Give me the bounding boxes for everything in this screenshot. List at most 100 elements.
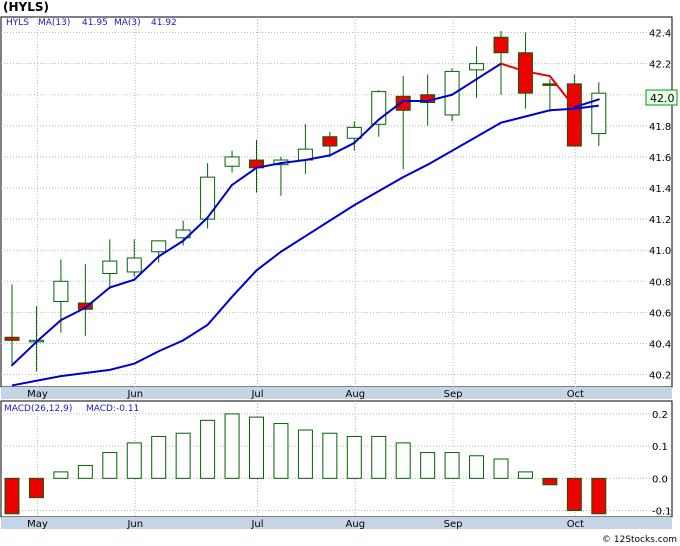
candle-up xyxy=(151,240,167,253)
macd-bar-positive xyxy=(53,471,69,479)
ma3-segment xyxy=(475,62,502,81)
macd-x-tick-label: Aug xyxy=(346,519,366,530)
ma3-segment xyxy=(108,278,136,289)
chart-title: (HYLS) xyxy=(3,0,49,14)
price-marks xyxy=(4,30,607,387)
macd-bar-positive xyxy=(493,458,509,479)
price-x-tick-label: Oct xyxy=(567,389,584,400)
ma3-segment xyxy=(328,141,356,157)
ma3-segment xyxy=(231,166,258,186)
macd-y-tick-label: 0.0 xyxy=(652,474,668,485)
price-date-band xyxy=(1,387,672,399)
macd-bar-positive xyxy=(371,435,387,479)
price-y-tick-label: 42.2 xyxy=(649,60,671,71)
macd-x-tick-label: Jun xyxy=(126,519,143,530)
price-legend-ma13-label: MA(13) xyxy=(38,18,70,28)
macd-bar-positive xyxy=(444,452,460,479)
price-x-tick-label: Jul xyxy=(250,389,263,400)
macd-bar-positive xyxy=(175,432,191,479)
macd-bar-positive xyxy=(297,429,313,479)
macd-bar-positive xyxy=(77,464,93,479)
ma3-segment xyxy=(59,306,87,322)
macd-date-band xyxy=(1,517,672,529)
last-price-tag: 42.0 xyxy=(650,92,675,105)
price-y-tick-label: 41.2 xyxy=(649,215,671,226)
ma3-segment xyxy=(377,99,405,121)
ma3-segment xyxy=(84,286,111,309)
candle-down xyxy=(493,36,509,54)
candle-up xyxy=(591,92,607,135)
macd-bar-positive xyxy=(469,455,485,479)
macd-legend-value: MACD:-0.11 xyxy=(86,404,139,414)
watermark: © 12Stocks.com xyxy=(602,535,677,545)
macd-x-tick-label: Oct xyxy=(567,519,584,530)
price-legend-ma13-value: 41.95 xyxy=(82,18,108,28)
ma3-segment xyxy=(426,93,454,102)
price-x-tick-label: May xyxy=(27,389,48,400)
price-y-tick-label: 40.2 xyxy=(649,371,671,382)
macd-y-tick-label: 0.2 xyxy=(652,410,668,421)
ma3-segment xyxy=(11,340,38,367)
macd-bar-positive xyxy=(346,435,362,479)
macd-bar-positive xyxy=(151,435,167,479)
macd-x-tick-label: Sep xyxy=(444,519,463,530)
ma13-line xyxy=(11,104,599,387)
ma3-segment xyxy=(548,75,576,109)
ma3-segment xyxy=(500,62,527,73)
candle-down xyxy=(322,136,338,147)
macd-bar-positive xyxy=(517,471,533,479)
ma3-segment xyxy=(157,239,185,258)
candle-up xyxy=(224,156,240,167)
price-y-tick-label: 40.4 xyxy=(649,339,671,350)
ma3-segment xyxy=(182,216,209,242)
macd-legend-label: MACD(26,12,9) xyxy=(4,404,72,414)
macd-bar-negative xyxy=(542,477,558,486)
last-price-tag-box xyxy=(645,89,678,106)
price-x-tick-label: Jun xyxy=(126,389,143,400)
candle-down xyxy=(566,83,582,147)
candle-down xyxy=(395,95,411,111)
ma3-segment xyxy=(451,78,478,96)
ma3-segment xyxy=(573,98,600,109)
macd-bar-positive xyxy=(395,442,411,479)
price-y-tick-label: 41.8 xyxy=(649,122,671,133)
ma3-segment xyxy=(304,154,331,162)
macd-x-tick-label: Jul xyxy=(250,519,263,530)
macd-marks xyxy=(4,413,607,515)
price-x-tick-label: Sep xyxy=(444,389,463,400)
macd-bar-negative xyxy=(4,477,20,515)
ma3-segment xyxy=(133,255,160,281)
macd-y-tick-label: 0.1 xyxy=(652,442,668,453)
macd-bar-negative xyxy=(566,477,582,512)
candle-up xyxy=(444,70,460,116)
macd-bar-positive xyxy=(126,442,142,479)
candle-down xyxy=(542,83,558,86)
ma3-segment xyxy=(255,162,282,169)
macd-x-tick-label: May xyxy=(27,519,48,530)
macd-bar-positive xyxy=(322,432,338,479)
price-y-tick-label: 40.6 xyxy=(649,308,671,319)
candle-up xyxy=(469,63,485,71)
macd-bar-negative xyxy=(591,477,607,515)
macd-y-tick-label: -0.1 xyxy=(652,507,672,518)
candle-up xyxy=(126,257,142,273)
price-y-tick-label: 40.8 xyxy=(649,277,671,288)
price-legend-ma3-value: 41.92 xyxy=(151,18,177,28)
ma3-segment xyxy=(279,159,307,165)
macd-bar-positive xyxy=(102,452,118,479)
price-y-tick-label: 41.0 xyxy=(649,246,671,257)
macd-bar-positive xyxy=(200,419,216,479)
price-y-tick-label: 41.6 xyxy=(649,153,671,164)
ma3-segment xyxy=(353,118,380,144)
price-x-tick-label: Aug xyxy=(346,389,366,400)
candle-up xyxy=(102,260,118,275)
macd-bar-positive xyxy=(420,452,436,479)
price-y-tick-label: 41.4 xyxy=(649,184,671,195)
ma3-segment xyxy=(524,70,551,78)
ma3-segment xyxy=(206,183,234,219)
macd-bar-positive xyxy=(273,423,289,479)
price-y-tick-label: 42.4 xyxy=(649,29,671,40)
candle-up xyxy=(200,176,216,220)
axis-labels: 40.240.440.640.841.041.241.441.641.842.0… xyxy=(27,29,671,530)
